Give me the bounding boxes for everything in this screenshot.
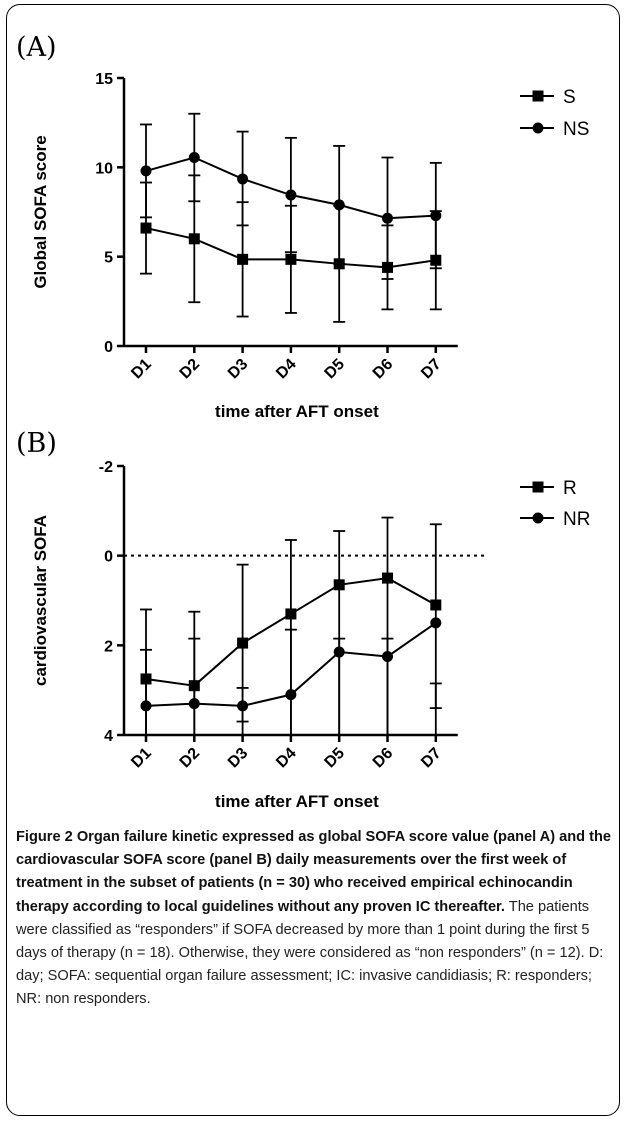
data-point [237,637,249,649]
data-point [285,608,297,620]
data-point [333,579,345,591]
data-point [382,212,393,224]
y-tick-label: 10 [95,160,113,177]
y-tick-label: 4 [104,728,113,745]
data-point [237,173,249,185]
data-point [140,165,152,177]
y-tick-label: 2 [104,638,113,655]
data-point [382,651,393,663]
chart-panel-a: (A) 0 5 10 15 D1 D2 D3 D4 D5 D6 D7 time after AFT on… [16,32,589,421]
y-axis-title: cardiovascular SOFA [31,515,50,686]
figure-frame [6,4,620,1116]
data-point [285,253,297,265]
data-point [382,572,393,584]
series-nr: NR [140,509,590,736]
x-tick-label: D5 [322,356,349,383]
panel-label: (B) [16,428,57,459]
x-tick-label: D7 [418,745,445,772]
x-tick-label: D7 [418,356,445,383]
x-tick-label: D1 [128,356,155,383]
x-tick-label: D2 [177,356,204,383]
x-tick-label: D3 [225,745,252,772]
x-tick-label: D6 [370,745,397,772]
series-r: R [140,478,577,736]
caption-bold: Figure 2 Organ failure kinetic expressed… [16,829,612,915]
data-point [188,698,200,710]
figure-caption: Figure 2 Organ failure kinetic expressed… [16,826,614,1012]
data-point [430,599,442,611]
panel-label: (A) [16,32,57,63]
x-tick-label: D4 [273,745,300,772]
legend-marker [532,481,544,493]
x-tick-label: D2 [177,745,204,772]
data-point [430,210,442,222]
x-tick-label: D3 [225,356,252,383]
y-axis-title: Global SOFA score [31,135,50,288]
x-tick-label: D6 [370,356,397,383]
legend-marker [532,90,544,102]
legend-marker [532,122,544,134]
y-tick-label: 0 [104,549,113,566]
y-tick-label: -2 [99,459,113,476]
y-tick-label: 0 [104,339,113,356]
data-point [237,253,249,265]
data-point [430,617,442,629]
data-point [237,700,249,712]
y-tick-label: 5 [104,250,113,267]
data-point [140,222,152,234]
data-point [333,199,345,211]
series-s: S [140,87,576,323]
legend-label: NS [563,119,589,140]
caption-text: The patients were classified as “respond… [16,898,604,1008]
data-point [285,689,297,701]
x-axis-title: time after AFT onset [215,402,379,421]
x-tick-label: D5 [322,745,349,772]
data-point [333,646,345,658]
data-point [188,233,200,245]
data-point [140,700,152,712]
legend-label: S [563,87,576,108]
series-ns: NS [140,112,589,280]
data-point [285,189,297,201]
legend-label: R [563,478,577,499]
figure-charts: (A) 0 5 10 15 D1 D2 D3 D4 D5 D6 D7 time after AFT on… [16,32,590,811]
x-axis-title: time after AFT onset [215,792,379,811]
legend-marker [532,512,544,524]
x-tick-label: D4 [273,356,300,383]
data-point [188,152,200,164]
x-tick-label: D1 [128,745,155,772]
y-tick-label: 15 [95,71,113,88]
legend-label: NR [563,509,590,530]
chart-panel-b: (B) -2 0 2 4 D1 D2 D3 D4 D5 D6 D7 time after AFT ons… [16,428,590,811]
